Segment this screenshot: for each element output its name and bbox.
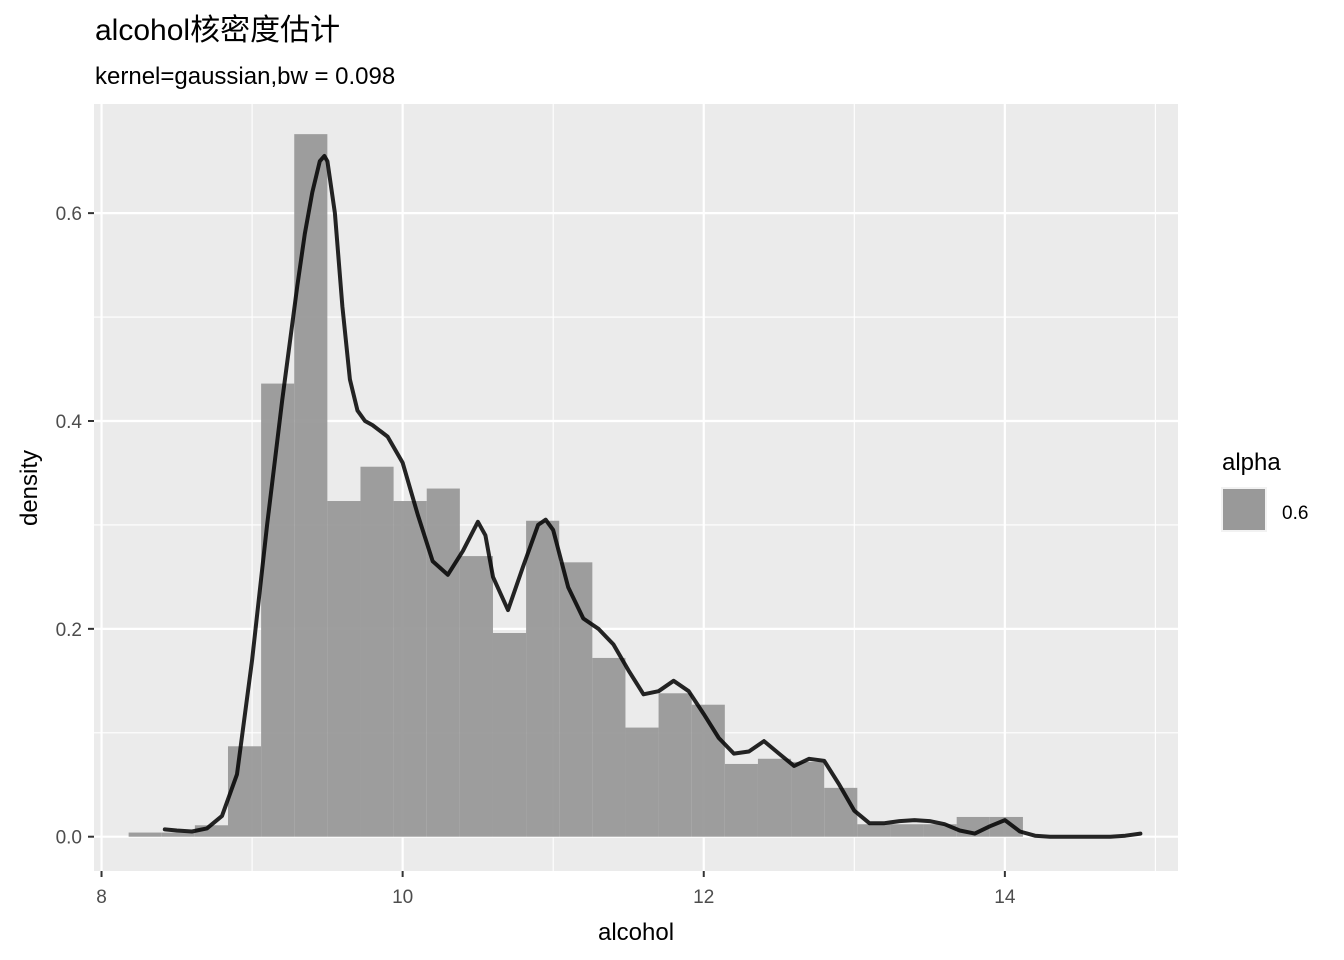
histogram-bar bbox=[393, 501, 427, 837]
legend: alpha 0.6 bbox=[1221, 449, 1308, 532]
x-tick-label: 14 bbox=[994, 887, 1016, 908]
histogram-bar bbox=[791, 761, 825, 837]
y-axis-ticks: 0.0 0.2 0.4 0.6 bbox=[56, 204, 94, 849]
histogram-bar bbox=[559, 562, 593, 837]
legend-title: alpha bbox=[1222, 449, 1281, 476]
y-tick-label: 0.2 bbox=[56, 620, 82, 641]
chart-subtitle: kernel=gaussian,bw = 0.098 bbox=[95, 63, 395, 90]
histogram-bar bbox=[492, 633, 527, 837]
histogram-bar bbox=[426, 488, 460, 837]
histogram-bar bbox=[360, 466, 394, 837]
density-curve bbox=[162, 154, 1143, 839]
y-tick-label: 0.0 bbox=[56, 828, 82, 849]
x-tick-label: 10 bbox=[392, 887, 413, 908]
histogram-bar bbox=[327, 501, 361, 837]
y-axis-title: density bbox=[16, 450, 43, 526]
legend-label: 0.6 bbox=[1282, 503, 1308, 524]
y-tick-label: 0.6 bbox=[56, 204, 82, 225]
histogram-bar bbox=[194, 825, 228, 837]
histogram-bar bbox=[128, 832, 162, 837]
histogram-bar bbox=[757, 758, 792, 837]
histogram-bar bbox=[526, 520, 560, 837]
histogram-bar bbox=[724, 763, 758, 837]
histogram-bar bbox=[261, 383, 295, 837]
histogram-bar bbox=[890, 824, 924, 837]
minor-grid bbox=[94, 104, 1178, 871]
histogram-bar bbox=[227, 746, 262, 837]
histogram-bar bbox=[857, 824, 891, 837]
chart-title: alcohol核密度估计 bbox=[95, 14, 340, 47]
histogram-bar bbox=[161, 832, 195, 837]
x-axis-ticks: 8 10 12 14 bbox=[96, 871, 1016, 908]
x-tick-label: 12 bbox=[693, 887, 714, 908]
x-axis-title: alcohol bbox=[598, 919, 674, 946]
histogram-bar bbox=[459, 556, 493, 837]
histogram-bars bbox=[128, 134, 1023, 837]
histogram-bar bbox=[658, 693, 692, 837]
x-tick-label: 8 bbox=[96, 887, 107, 908]
histogram-bar bbox=[824, 787, 858, 837]
histogram-bar bbox=[294, 134, 328, 837]
histogram-bar bbox=[592, 657, 626, 837]
histogram-bar bbox=[625, 727, 659, 837]
y-tick-label: 0.4 bbox=[56, 412, 83, 433]
histogram-bar bbox=[691, 704, 725, 837]
legend-key bbox=[1221, 487, 1267, 532]
